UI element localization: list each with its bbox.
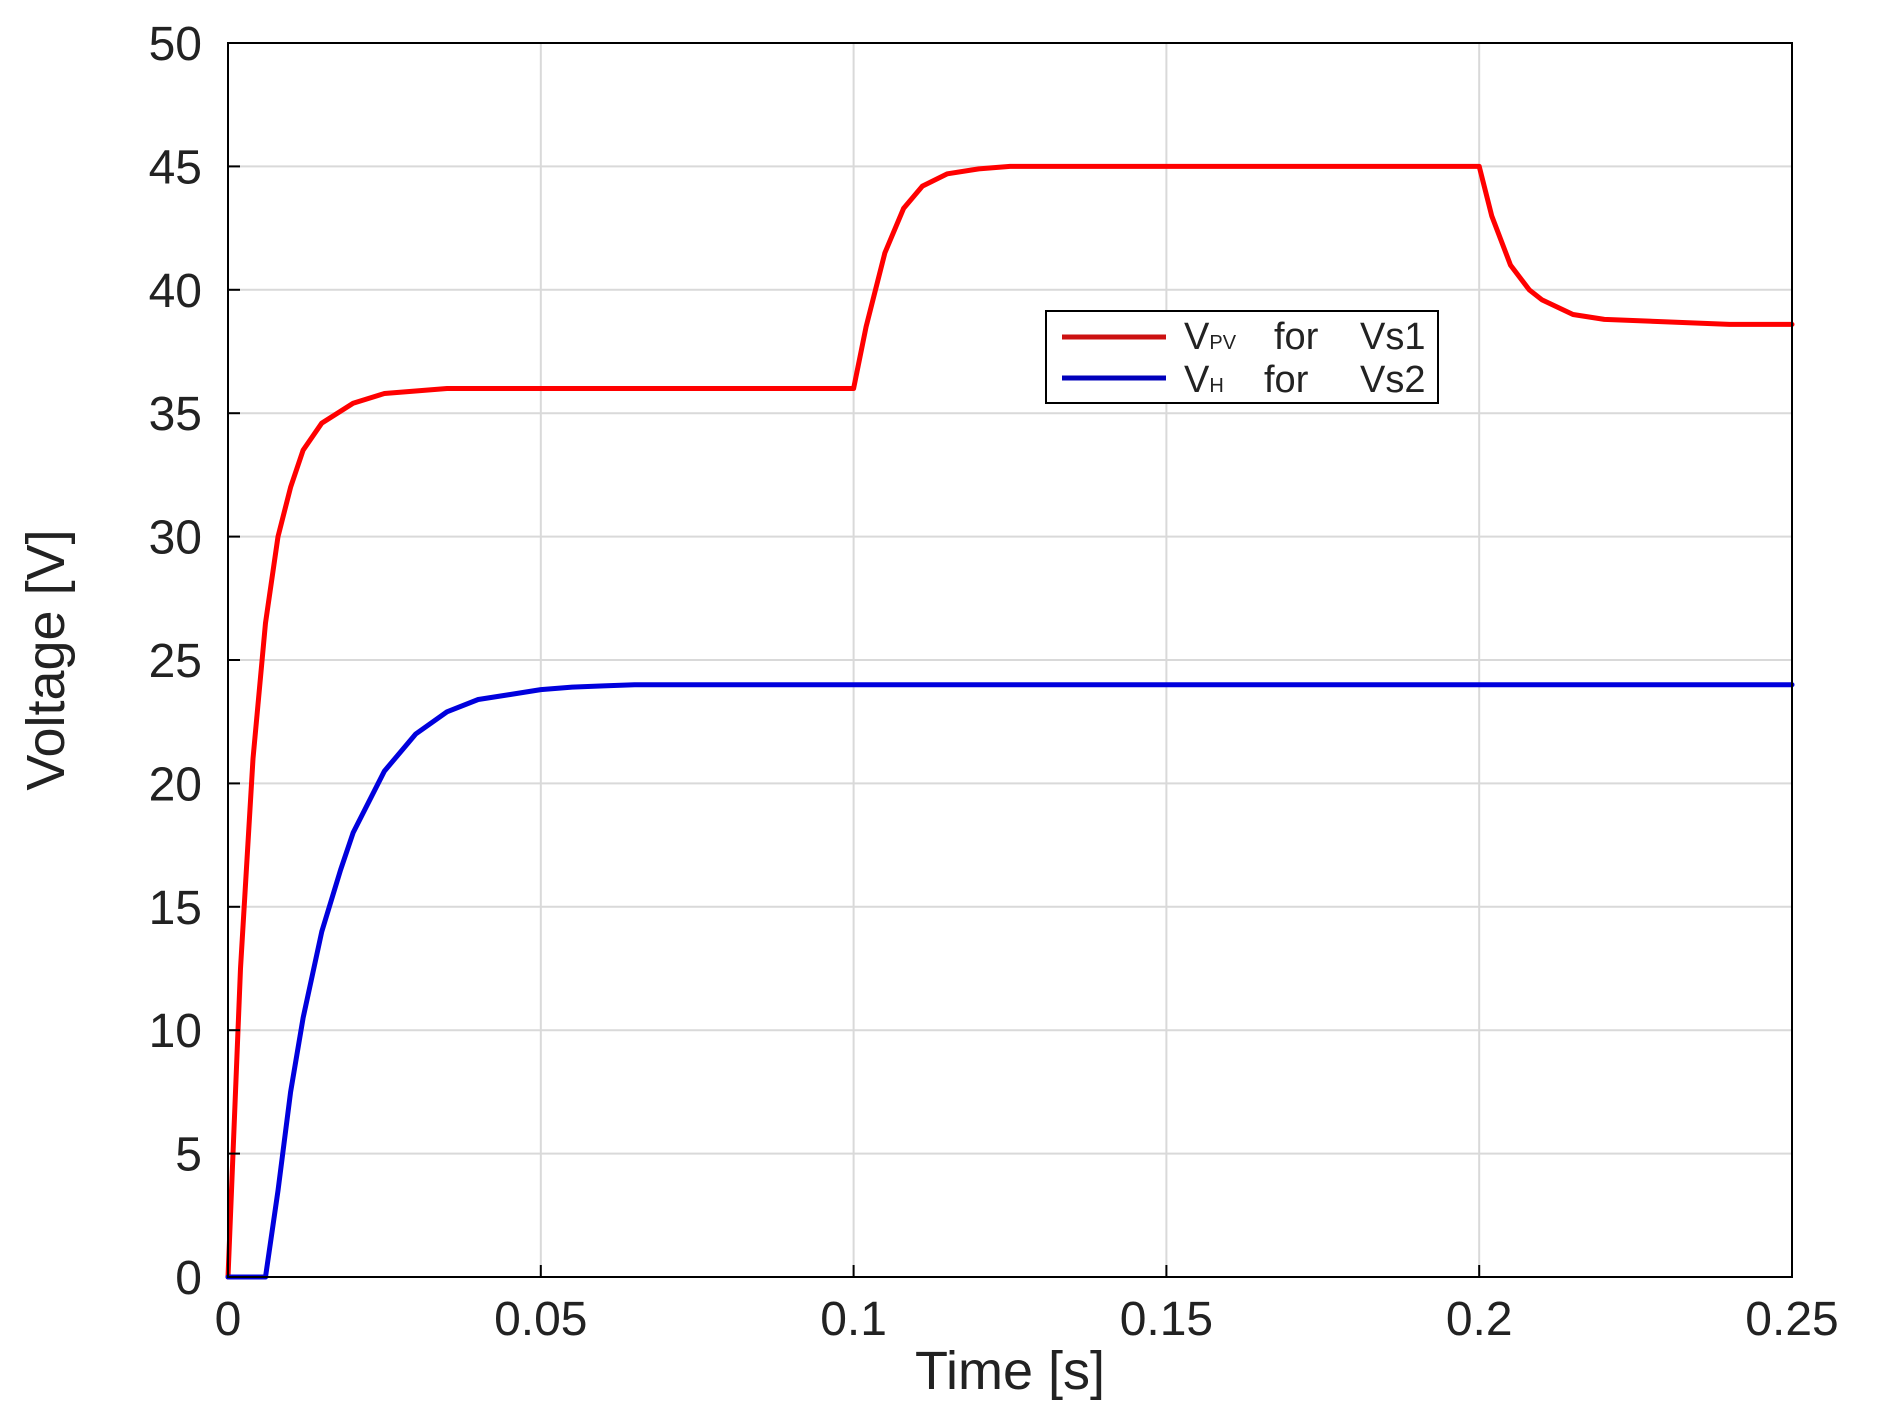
legend-label-vpv-source: Vs1 [1360,316,1425,358]
y-tick-label: 45 [149,141,202,194]
y-axis-label: Voltage [V] [16,529,76,790]
series-line-vpv [225,163,1795,1280]
y-tick-label: 0 [175,1252,202,1305]
grid [227,42,1793,1278]
series-layer [225,163,1795,1280]
x-tick-label: 0 [215,1293,242,1346]
legend: VPV for Vs1 VH for Vs2 [1045,310,1439,404]
legend-label-vpv-for: for [1274,316,1319,358]
legend-label-vh-source: Vs2 [1360,359,1425,401]
y-tick-label: 35 [149,388,202,441]
y-tick-label: 40 [149,265,202,318]
x-axis-label: Time [s] [915,1341,1105,1401]
y-tick-label: 25 [149,635,202,688]
legend-label-vh: VH [1184,359,1224,401]
series-line-vh [225,682,1795,1280]
legend-label-vh-for: for [1264,359,1309,401]
x-tick-label: 0.2 [1446,1293,1513,1346]
x-tick-label: 0.15 [1120,1293,1213,1346]
y-tick-label: 10 [149,1005,202,1058]
x-tick-label: 0.1 [820,1293,887,1346]
y-tick-label: 50 [149,18,202,71]
x-tick-label: 0.05 [494,1293,587,1346]
y-tick-label: 5 [175,1129,202,1182]
x-tick-label: 0.25 [1745,1293,1838,1346]
y-tick-label: 15 [149,882,202,935]
y-tick-label: 20 [149,758,202,811]
ticks: 0 0.05 0.1 0.15 0.2 0.25 0 5 10 15 20 25 30 35 40 45 50 [149,18,1839,1346]
legend-label-vpv: VPV [1184,316,1237,358]
legend-box [1045,310,1439,404]
y-tick-label: 30 [149,512,202,565]
